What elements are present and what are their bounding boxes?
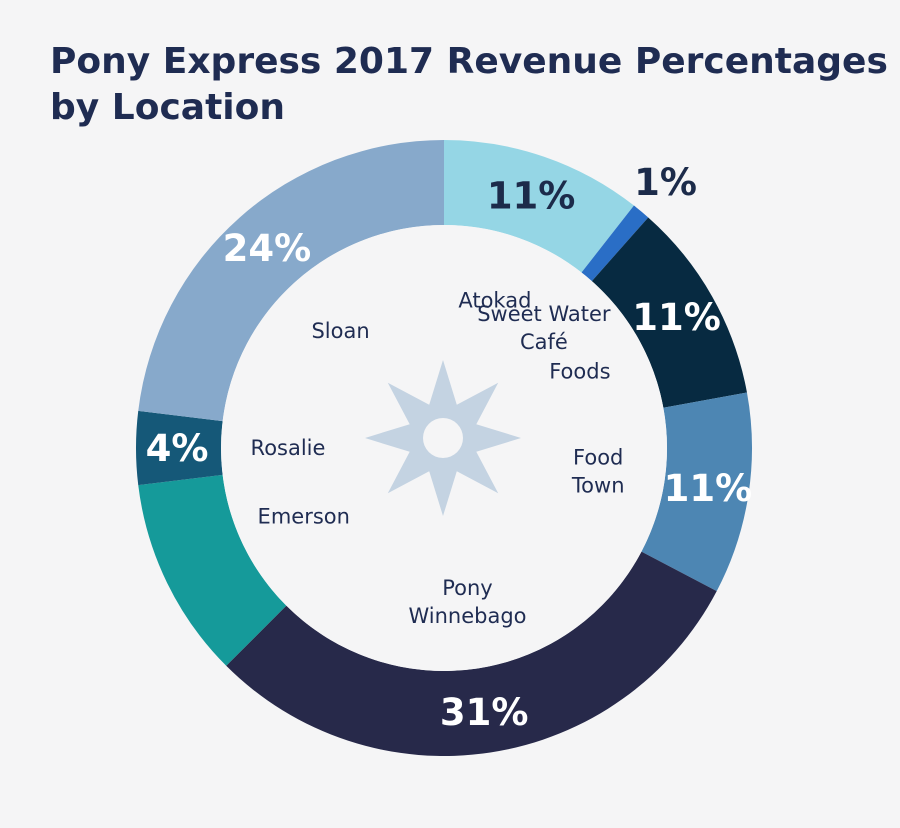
pct-label-2: 11% bbox=[632, 296, 721, 339]
location-label-line: Food bbox=[573, 445, 623, 469]
location-label-line: Sweet Water bbox=[477, 302, 611, 326]
slice-1 bbox=[581, 205, 649, 282]
compass-star-icon bbox=[365, 360, 521, 516]
slice-0 bbox=[444, 140, 634, 273]
location-label-4: Pony Winnebago bbox=[408, 576, 526, 628]
location-label-line: Winnebago bbox=[408, 604, 526, 628]
location-label-2: Foods bbox=[549, 359, 610, 383]
location-label-line: Foods bbox=[549, 359, 610, 383]
slice-2 bbox=[591, 217, 747, 408]
location-label-0: Atokad bbox=[458, 289, 531, 313]
slice-6 bbox=[136, 410, 223, 486]
pct-label-4: 31% bbox=[440, 691, 529, 734]
location-label-line: Café bbox=[520, 330, 568, 354]
donut-slices bbox=[136, 140, 753, 756]
location-label-line: Emerson bbox=[258, 504, 350, 528]
chart-title-line-1: Pony Express 2017 Revenue Percentages bbox=[50, 41, 888, 82]
location-label-line: Atokad bbox=[458, 289, 531, 313]
pct-label-0: 11% bbox=[487, 175, 576, 218]
location-label-line: Town bbox=[571, 473, 625, 497]
location-label-line: Pony bbox=[442, 576, 493, 600]
slice-5 bbox=[138, 474, 287, 666]
pct-label-7: 24% bbox=[223, 227, 312, 270]
location-label-7: Sloan bbox=[311, 319, 369, 343]
percentage-labels: 11% 1% 11% 11% 31% 4% 24% bbox=[146, 161, 753, 734]
pct-label-1: 1% bbox=[634, 161, 697, 204]
location-label-6: Rosalie bbox=[251, 436, 326, 460]
location-label-5: Emerson bbox=[258, 504, 350, 528]
location-label-line: Rosalie bbox=[251, 436, 326, 460]
star-center bbox=[423, 418, 463, 458]
slice-3 bbox=[641, 392, 753, 592]
location-label-3: Food Town bbox=[571, 445, 625, 497]
location-label-1: Sweet Water Café bbox=[477, 302, 611, 354]
slice-4 bbox=[226, 551, 717, 756]
pct-label-3: 11% bbox=[664, 467, 753, 510]
pct-label-6: 4% bbox=[146, 427, 209, 470]
slice-7 bbox=[138, 140, 444, 422]
location-label-line: Sloan bbox=[311, 319, 369, 343]
chart-title-line-2: by Location bbox=[50, 87, 285, 128]
